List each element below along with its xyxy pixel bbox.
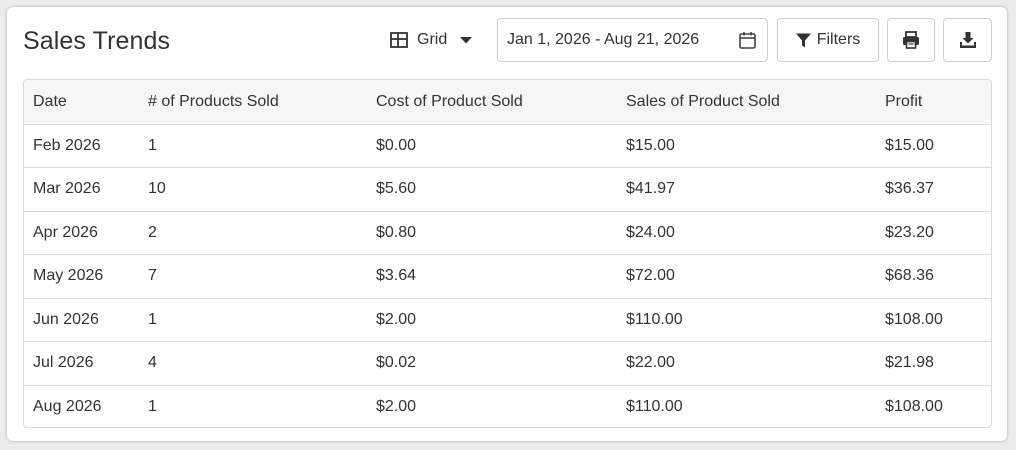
cell-profit: $108.00 (885, 398, 943, 415)
calendar-icon (739, 31, 756, 49)
cell-products-sold: 4 (139, 341, 367, 386)
table-row: Jun 2026 1 $2.00 $110.00 $108.00 (24, 298, 991, 342)
cell-profit: $36.37 (876, 167, 991, 212)
grid-icon (390, 31, 408, 49)
cell-sales: $22.00 (617, 341, 876, 386)
cell-date: May 2026 (24, 254, 139, 299)
column-header-profit[interactable]: Profit (876, 80, 991, 125)
table-row: Mar 2026 10 $5.60 $41.97 $36.37 (24, 167, 991, 212)
cell-cost: $0.02 (367, 341, 617, 386)
column-header-sales[interactable]: Sales of Product Sold (617, 80, 876, 125)
cell-sales: $72.00 (617, 254, 876, 299)
cell-date: Jun 2026 (24, 298, 139, 342)
cell-cost: $2.00 (376, 398, 417, 415)
cell-cost: $5.60 (367, 167, 617, 212)
cell-cost: $0.00 (367, 124, 617, 168)
cell-cost: $3.64 (367, 254, 617, 299)
cell-sales: $41.97 (617, 167, 876, 212)
column-header-date[interactable]: Date (24, 80, 139, 125)
filters-button[interactable]: Filters (777, 18, 879, 62)
cell-profit: $68.36 (876, 254, 991, 299)
cell-products-sold: 1 (148, 398, 157, 415)
cell-profit: $21.98 (876, 341, 991, 386)
column-header-products-sold[interactable]: # of Products Sold (139, 80, 367, 125)
cell-cost: $2.00 (367, 298, 617, 342)
caret-down-icon (460, 36, 473, 44)
cell-profit: $23.20 (876, 211, 991, 255)
sales-trends-card: Sales Trends Grid Jan 1, 2026 - Aug 21, … (7, 7, 1007, 441)
table-row: May 2026 7 $3.64 $72.00 $68.36 (24, 254, 991, 299)
cell-sales: $110.00 (626, 398, 683, 415)
cell-cost: $0.80 (367, 211, 617, 255)
cell-products-sold: 10 (139, 167, 367, 212)
view-toggle-dropdown[interactable]: Grid (390, 26, 473, 54)
table-row: Feb 2026 1 $0.00 $15.00 $15.00 (24, 124, 991, 168)
column-header-cost[interactable]: Cost of Product Sold (367, 80, 617, 125)
cell-date: Aug 2026 (33, 398, 102, 415)
cell-date: Mar 2026 (24, 167, 139, 212)
cell-profit: $15.00 (876, 124, 991, 168)
date-range-picker[interactable]: Jan 1, 2026 - Aug 21, 2026 (497, 18, 768, 62)
print-icon (902, 31, 920, 49)
filter-icon (795, 33, 811, 48)
cell-products-sold: 7 (139, 254, 367, 299)
cell-products-sold: 1 (139, 298, 367, 342)
table-row: Apr 2026 2 $0.80 $24.00 $23.20 (24, 211, 991, 255)
download-button[interactable] (943, 18, 992, 62)
print-button[interactable] (887, 18, 935, 62)
cell-products-sold: 2 (139, 211, 367, 255)
table-header-row: Date # of Products Sold Cost of Product … (24, 80, 991, 125)
table-row: Jul 2026 4 $0.02 $22.00 $21.98 (24, 341, 991, 386)
cell-date: Jul 2026 (24, 341, 139, 386)
cell-sales: $15.00 (617, 124, 876, 168)
table-row: Aug 2026 1 $2.00 $110.00 $108.00 (24, 385, 991, 427)
date-range-value: Jan 1, 2026 - Aug 21, 2026 (507, 31, 700, 48)
filters-button-label: Filters (816, 31, 861, 48)
sales-trends-table: Date # of Products Sold Cost of Product … (23, 79, 992, 428)
cell-sales: $110.00 (617, 298, 876, 342)
cell-date: Apr 2026 (24, 211, 139, 255)
cell-profit: $108.00 (876, 298, 991, 342)
page-title: Sales Trends (23, 27, 171, 55)
view-toggle-label: Grid (417, 31, 448, 48)
download-icon (959, 31, 977, 49)
cell-date: Feb 2026 (24, 124, 139, 168)
cell-products-sold: 1 (139, 124, 367, 168)
cell-sales: $24.00 (617, 211, 876, 255)
